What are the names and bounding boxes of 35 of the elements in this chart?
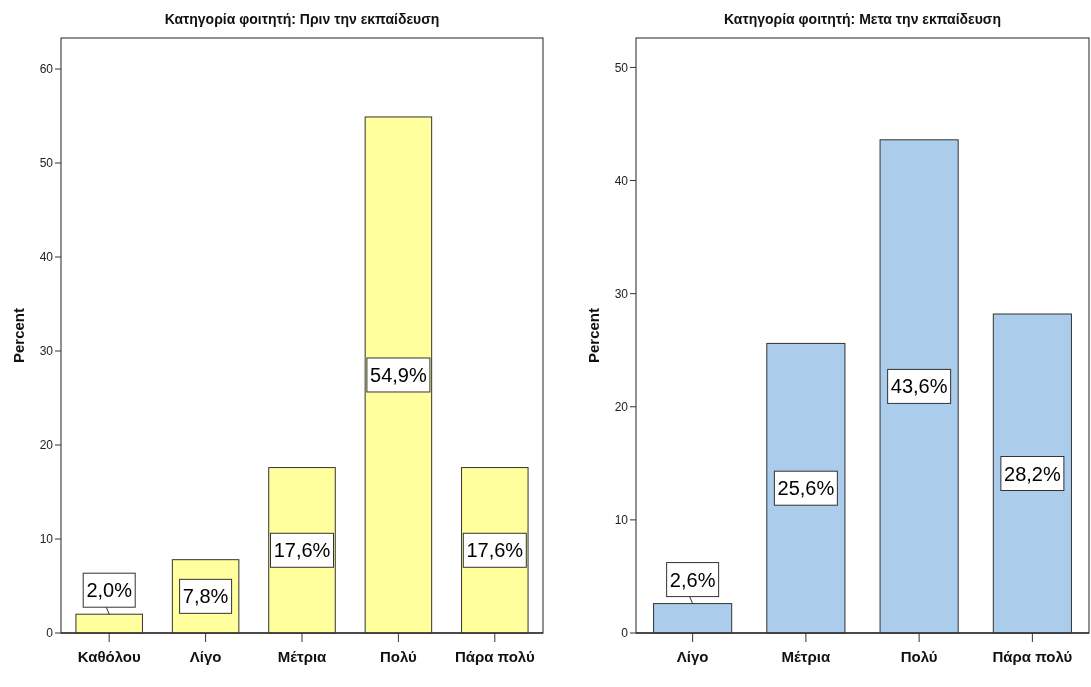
y-tick-label: 10 — [39, 532, 54, 547]
data-label: 7,8% — [182, 585, 229, 608]
x-tick-label: Πάρα πολύ — [992, 648, 1073, 665]
chart-title: Κατηγορία φοιτητή: Πριν την εκπαίδευση — [164, 11, 440, 27]
y-tick-label: 60 — [39, 62, 54, 77]
x-tick-label: Λίγο — [676, 648, 709, 665]
x-tick-label: Μέτρια — [781, 648, 831, 665]
x-tick-label: Πολύ — [900, 648, 938, 665]
data-label: 28,2% — [1004, 462, 1061, 485]
x-tick-label: Καθόλου — [77, 648, 141, 665]
y-tick-label: 50 — [39, 156, 54, 171]
x-tick-label: Λίγο — [189, 648, 222, 665]
chart-title: Κατηγορία φοιτητή: Μετα την εκπαίδευση — [723, 11, 1002, 27]
y-tick-label: 10 — [614, 513, 629, 528]
data-label: 54,9% — [370, 363, 427, 386]
y-axis-title: Percent — [585, 307, 602, 364]
y-tick-label: 40 — [614, 173, 629, 188]
x-tick-label: Πάρα πολύ — [454, 648, 535, 665]
data-label: 2,6% — [669, 568, 716, 591]
y-tick-label: 40 — [39, 250, 54, 265]
y-tick-label: 0 — [46, 626, 54, 641]
y-axis-title: Percent — [10, 307, 27, 364]
y-tick-label: 30 — [39, 344, 54, 359]
y-tick-label: 0 — [621, 626, 629, 641]
y-tick-label: 30 — [614, 286, 629, 301]
data-label: 43,6% — [890, 375, 948, 398]
y-tick-label: 20 — [614, 399, 629, 414]
data-label: 2,0% — [86, 579, 133, 602]
x-tick-label: Πολύ — [379, 648, 418, 665]
y-tick-label: 50 — [614, 60, 629, 75]
data-label: 17,6% — [273, 539, 331, 562]
y-tick-label: 20 — [39, 438, 54, 453]
x-tick-label: Μέτρια — [277, 648, 328, 665]
data-label: 17,6% — [466, 539, 524, 562]
data-label: 25,6% — [777, 477, 835, 500]
